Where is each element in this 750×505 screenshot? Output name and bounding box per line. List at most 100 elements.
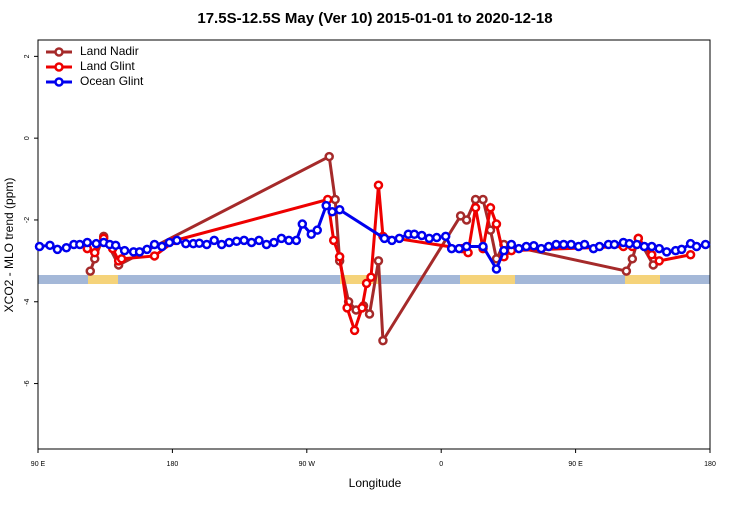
point (529, 240, 539, 251)
point (269, 237, 279, 248)
x-tick-label: 180 (704, 461, 716, 468)
x-tick-label: 90 E (31, 461, 46, 468)
point (89, 247, 100, 258)
point (142, 244, 152, 255)
point (478, 241, 488, 252)
point (364, 309, 375, 319)
point (85, 266, 96, 276)
x-axis-label: Longitude (349, 476, 402, 490)
point (409, 229, 420, 240)
point (149, 251, 160, 261)
point (506, 239, 517, 250)
point (639, 241, 650, 252)
point (440, 231, 451, 242)
point (110, 240, 121, 251)
point (284, 235, 294, 246)
y-tick-label: -2 (24, 217, 31, 223)
point (691, 241, 702, 252)
point (373, 180, 384, 190)
land-strip (88, 275, 660, 284)
point (149, 239, 160, 250)
point (378, 335, 388, 346)
legend-marker (54, 62, 64, 72)
point (181, 238, 191, 249)
point (216, 239, 227, 250)
point (621, 266, 632, 276)
point (394, 233, 405, 244)
point (558, 239, 569, 250)
point (632, 239, 642, 250)
point (119, 245, 130, 256)
point (594, 241, 605, 252)
point (424, 233, 435, 244)
point (342, 303, 352, 313)
point (134, 247, 145, 257)
point (276, 233, 287, 244)
x-tick-label: 90 W (299, 461, 316, 468)
point (455, 211, 466, 221)
point (306, 229, 317, 240)
point (478, 194, 488, 205)
y-tick-label: 2 (24, 54, 31, 58)
point (164, 237, 175, 248)
point (209, 235, 219, 246)
x-tick-label: 0 (439, 461, 443, 468)
point (379, 233, 390, 244)
point (446, 243, 457, 254)
series-line (86, 185, 691, 336)
point (454, 243, 464, 254)
point (328, 235, 339, 246)
point (470, 202, 481, 213)
point (75, 239, 85, 250)
point (387, 235, 397, 246)
point (239, 235, 249, 246)
point (34, 241, 45, 252)
point (194, 238, 205, 249)
point (491, 219, 502, 229)
point (321, 200, 331, 211)
point (485, 202, 496, 213)
legend-label: Land Nadir (80, 44, 139, 58)
point (157, 241, 167, 252)
point (566, 239, 576, 250)
point (609, 239, 620, 250)
y-tick-label: -6 (24, 380, 31, 386)
legend-marker (54, 47, 64, 57)
point (201, 239, 212, 250)
point (647, 249, 657, 260)
legend-marker (54, 77, 64, 87)
point (324, 151, 334, 162)
x-tick-label: 180 (167, 461, 179, 468)
point (116, 254, 127, 264)
point (417, 230, 427, 241)
point (172, 235, 182, 246)
point (676, 244, 687, 255)
point (334, 252, 345, 262)
y-axis-label: XCO2 - MLO trend (ppm) (2, 178, 16, 313)
point (461, 241, 472, 252)
point (312, 225, 323, 235)
point (654, 243, 664, 254)
y-tick-label: -4 (24, 299, 31, 305)
point (648, 260, 659, 270)
point (499, 245, 509, 256)
point (661, 247, 672, 257)
point (52, 244, 63, 255)
point (654, 256, 664, 266)
point (357, 303, 367, 313)
point (334, 204, 345, 215)
y-tick-label: 0 (24, 136, 31, 140)
point (327, 207, 337, 217)
point (627, 254, 638, 264)
legend-label: Land Glint (80, 59, 135, 73)
point (624, 238, 635, 249)
point (61, 243, 72, 253)
point (579, 239, 590, 250)
point (349, 325, 360, 336)
point (514, 243, 524, 254)
point (297, 219, 308, 229)
point (366, 272, 376, 282)
point (491, 264, 502, 274)
x-tick-label: 90 E (568, 461, 583, 468)
